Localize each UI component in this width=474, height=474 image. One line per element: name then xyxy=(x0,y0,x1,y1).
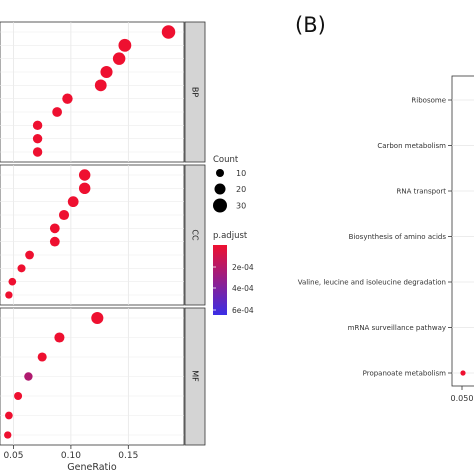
facet-bp-plot-area xyxy=(0,21,185,163)
x-axis-a: 0.05 0.10 0.15 GeneRatio xyxy=(3,445,138,473)
facet-cc-point-6 xyxy=(25,250,34,260)
facet-mf-point-2 xyxy=(37,352,47,362)
panel-b-x-tick-label-0: 0.050 xyxy=(451,394,474,403)
panel-b-category-label-3: Biosynthesis of amino acids xyxy=(349,233,447,241)
panel-b-points xyxy=(460,370,466,376)
facet-cc-point-5 xyxy=(49,236,60,247)
facet-mf-point-3 xyxy=(24,372,33,381)
panel-b-point-0 xyxy=(460,370,466,376)
panel-b-category-label-0: Ribosome xyxy=(411,97,446,105)
legend-padjust-label-0: 2e-04 xyxy=(232,263,254,272)
panel-b-category-label-4: Valine, leucine and isoleucine degradati… xyxy=(298,279,446,287)
panel-b-category-label-2: RNA transport xyxy=(397,188,447,196)
legend-count-key-1 xyxy=(214,183,226,195)
facet-bp-point-4 xyxy=(94,79,107,92)
facet-bp-point-3 xyxy=(100,65,113,79)
panel-b-category-labels: Ribosome Carbon metabolism RNA transport Bi… xyxy=(298,97,452,378)
facet-bp: BP xyxy=(0,21,206,163)
facet-mf-point-4 xyxy=(14,391,23,401)
facet-mf-point-0 xyxy=(91,311,104,325)
x-tick-label-0: 0.05 xyxy=(3,451,23,461)
panel-b-category-label-1: Carbon metabolism xyxy=(377,142,446,150)
x-tick-label-1: 0.10 xyxy=(61,451,81,461)
facet-cc-plot-area xyxy=(0,164,185,306)
facet-cc-point-8 xyxy=(8,277,17,286)
panel-b-category-label-6: Propanoate metabolism xyxy=(363,370,447,378)
legend-padjust-label-2: 6e-04 xyxy=(232,306,254,315)
facet-cc-point-9 xyxy=(5,291,13,299)
legend-padjust-colorbar xyxy=(213,245,227,315)
legend-count: Count 10 20 30 xyxy=(213,155,246,213)
facet-bp-point-2 xyxy=(112,52,126,65)
panel-b-plot-area xyxy=(451,75,474,387)
facet-bp-point-9 xyxy=(32,147,43,157)
legend-padjust-label-1: 4e-04 xyxy=(232,284,254,293)
facet-mf-point-1 xyxy=(54,332,65,343)
panel-b-plot: Ribosome Carbon metabolism RNA transport Bi… xyxy=(298,75,474,403)
legend-count-key-0 xyxy=(216,169,224,177)
facet-cc: CC xyxy=(0,164,206,306)
facet-bp-point-6 xyxy=(52,107,62,117)
panel-b-category-label-5: mRNA surveillance pathway xyxy=(348,324,446,332)
x-tick-label-2: 0.15 xyxy=(118,451,138,461)
legend-count-label-0: 10 xyxy=(236,169,246,178)
facet-cc-strip xyxy=(184,164,206,306)
facet-cc-point-1 xyxy=(78,182,91,195)
facet-bp-points xyxy=(32,25,176,157)
facet-bp-strip xyxy=(184,21,206,163)
facet-cc-point-7 xyxy=(17,264,26,273)
facet-mf-grid xyxy=(0,308,184,445)
facet-cc-point-0 xyxy=(78,169,91,181)
legend-count-title: Count xyxy=(213,155,239,165)
facet-mf-points xyxy=(4,311,104,439)
facet-cc-point-4 xyxy=(49,223,60,234)
facet-mf-strip-label: MF xyxy=(191,370,200,382)
legend-padjust-title: p.adjust xyxy=(213,231,248,241)
facet-mf-point-5 xyxy=(5,411,13,420)
legend-count-label-1: 20 xyxy=(236,185,246,194)
facet-cc-point-2 xyxy=(67,196,79,208)
facet-bp-point-0 xyxy=(161,25,176,39)
facet-bp-point-1 xyxy=(118,38,132,52)
facet-bp-strip-label: BP xyxy=(191,87,200,97)
legend-padjust: p.adjust 2e-04 4e-04 6e-04 xyxy=(213,231,254,315)
legend-count-label-2: 30 xyxy=(236,202,246,211)
facet-bp-point-7 xyxy=(32,120,43,131)
facet-bp-point-8 xyxy=(32,133,43,144)
facet-cc-point-3 xyxy=(58,209,70,221)
facet-mf: MF xyxy=(0,307,206,446)
facet-cc-points xyxy=(5,169,91,299)
facet-mf-point-6 xyxy=(4,431,12,439)
facet-mf-strip xyxy=(184,307,206,446)
x-axis-title: GeneRatio xyxy=(67,462,117,473)
legend-count-key-2 xyxy=(213,198,227,213)
panel-b-label: (B) xyxy=(295,13,326,37)
facet-cc-strip-label: CC xyxy=(191,229,200,241)
facet-bp-point-5 xyxy=(62,93,73,104)
